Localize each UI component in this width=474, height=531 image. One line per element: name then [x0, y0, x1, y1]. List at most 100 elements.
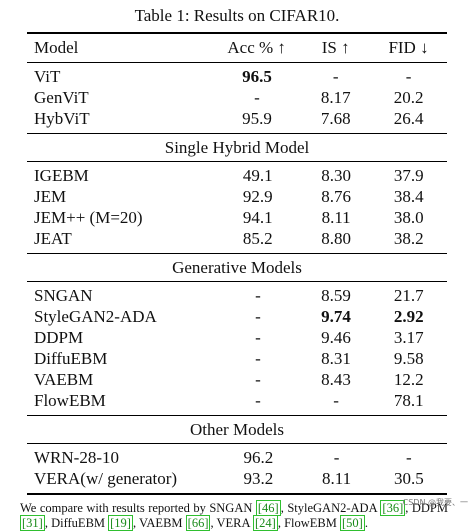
metric-cell: 38.0 — [393, 208, 424, 227]
model-name: IGEBM — [34, 166, 89, 185]
metric-cell: 21.7 — [393, 286, 424, 305]
section-rule — [27, 443, 447, 444]
section-rule — [27, 281, 447, 282]
metric-cell: 49.1 — [242, 166, 273, 185]
metric-cell: 38.2 — [393, 229, 424, 248]
metric-cell: - — [255, 286, 261, 305]
table-row: JEAT 85.2 8.80 38.2 — [27, 228, 447, 249]
table-body: IGEBM 49.1 8.30 37.9 JEM 92.9 8.76 38.4 JEM++ (M… — [27, 165, 447, 249]
metric-cell: 93.2 — [243, 469, 274, 488]
metric-cell: 95.9 — [242, 109, 272, 128]
table-row: DDPM - 9.46 3.17 — [27, 327, 447, 348]
table-row: StyleGAN2-ADA - 9.74 2.92 — [27, 306, 447, 327]
metric-cell: 7.68 — [320, 109, 351, 128]
metric-cell: 9.74 — [321, 307, 351, 326]
citation-link[interactable]: [36] — [380, 500, 406, 516]
metric-cell: 26.4 — [393, 109, 424, 128]
metric-cell: 8.59 — [321, 286, 351, 305]
group-rule — [27, 415, 447, 416]
model-name: JEAT — [34, 229, 72, 248]
metric-cell: - — [254, 88, 260, 107]
bottom-rule — [27, 493, 447, 495]
metric-cell: 96.5 — [242, 67, 272, 86]
watermark: CSDN @我要、一 — [402, 498, 468, 507]
footnote-text: , FlowEBM — [277, 516, 340, 530]
model-name: SNGAN — [34, 286, 93, 305]
top-rule — [27, 32, 447, 34]
column-header: IS ↑ — [321, 38, 350, 57]
metric-cell: 8.30 — [321, 166, 351, 185]
table-body: SNGAN -8.59 21.7 StyleGAN2-ADA -9.74 2.92 DDPM… — [27, 285, 447, 411]
metric-cell: 8.80 — [321, 229, 351, 248]
table-header: Model Acc % ↑ IS ↑ FID ↓ — [27, 37, 447, 58]
table-row: IGEBM 49.1 8.30 37.9 — [27, 165, 447, 186]
table-row: FlowEBM - - 78.1 — [27, 390, 447, 411]
table-row: VAEBM - 8.43 12.2 — [27, 369, 447, 390]
metric-cell: - — [255, 391, 261, 410]
metric-cell: 8.11 — [321, 208, 351, 227]
metric-cell: 8.11 — [321, 469, 352, 488]
metric-cell: 38.4 — [393, 187, 424, 206]
group-rule — [27, 62, 447, 63]
citation-link[interactable]: [46] — [255, 500, 281, 516]
metric-cell: - — [333, 448, 340, 467]
group-rule — [27, 133, 447, 134]
table-row: ViT 96.5 - - — [27, 66, 447, 87]
citation-link[interactable]: [31] — [20, 515, 45, 531]
column-header: Acc % ↑ — [227, 38, 286, 57]
section-title: Generative Models — [172, 258, 302, 277]
metric-cell: - — [255, 349, 261, 368]
footnote-text: We compare with results reported by SNGA… — [20, 501, 256, 515]
metric-cell: - — [255, 370, 261, 389]
metric-cell: 8.76 — [321, 187, 351, 206]
model-name: GenViT — [34, 88, 89, 107]
section-rule — [27, 161, 447, 162]
metric-cell: 37.9 — [393, 166, 424, 185]
metric-cell: 8.43 — [321, 370, 351, 389]
citation-link[interactable]: [19] — [108, 515, 133, 531]
metric-cell: - — [405, 67, 412, 86]
column-header: FID ↓ — [388, 38, 429, 57]
citation-link[interactable]: [24] — [252, 515, 278, 531]
table-row: HybViT 95.9 7.68 26.4 — [27, 108, 447, 129]
table-caption: Table 1: Results on CIFAR10. — [134, 6, 340, 25]
metric-cell: - — [332, 67, 339, 86]
citation-link[interactable]: [50] — [339, 515, 365, 531]
citation-link[interactable]: [66] — [185, 515, 211, 531]
metric-cell: 85.2 — [242, 229, 273, 248]
table-row: WRN-28-10 96.2 - - — [27, 447, 447, 468]
footnote-text: , VAEBM — [132, 516, 186, 530]
metric-cell: 9.46 — [321, 328, 351, 347]
model-name: DiffuEBM — [34, 349, 108, 368]
metric-cell: 8.31 — [321, 349, 351, 368]
footnote-text: , StyleGAN2-ADA — [280, 501, 381, 515]
metric-cell: - — [255, 307, 261, 326]
model-name: DDPM — [34, 328, 84, 347]
metric-cell: 2.92 — [393, 307, 424, 326]
table-row: JEM++ (M=20) 94.1 8.11 38.0 — [27, 207, 447, 228]
model-name: VAEBM — [34, 370, 94, 389]
metric-cell: 20.2 — [393, 88, 424, 107]
model-name: JEM — [34, 187, 67, 206]
model-name: JEM++ (M=20) — [34, 208, 143, 227]
header-row: Model Acc % ↑ IS ↑ FID ↓ — [27, 37, 447, 58]
table-row: GenViT - 8.17 20.2 — [27, 87, 447, 108]
metric-cell: - — [333, 391, 339, 410]
metric-cell: 8.17 — [320, 88, 351, 107]
model-name: VERA(w/ generator) — [34, 469, 178, 488]
metric-cell: 78.1 — [393, 391, 424, 410]
footnote-text: . — [364, 516, 368, 530]
footnote-text: , DiffuEBM — [44, 516, 109, 530]
metric-cell: 12.2 — [393, 370, 424, 389]
table-footnote: We compare with results reported by SNGA… — [20, 500, 448, 531]
model-name: HybViT — [34, 109, 90, 128]
metric-cell: 3.17 — [393, 328, 424, 347]
table-row: SNGAN - 8.59 21.7 — [27, 285, 447, 306]
model-name: FlowEBM — [34, 391, 106, 410]
table-body: ViT 96.5 - - GenViT - 8.17 20.2 HybViT 95.9 7.68 26… — [27, 66, 447, 129]
section-title: Other Models — [190, 420, 284, 439]
model-name: ViT — [34, 67, 61, 86]
table-row: VERA(w/ generator) 93.2 8.11 30.5 — [27, 468, 447, 489]
metric-cell: - — [406, 448, 412, 467]
table-row: DiffuEBM - 8.31 9.58 — [27, 348, 447, 369]
